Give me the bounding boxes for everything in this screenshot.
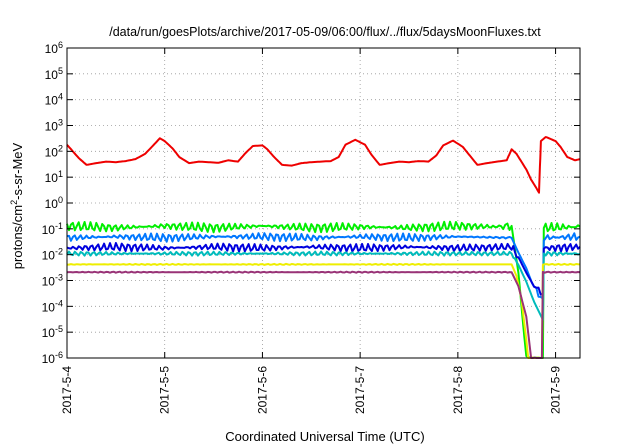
y-tick-exponent: 3	[58, 118, 63, 128]
grid	[67, 48, 580, 358]
y-tick-label: 102	[45, 143, 63, 159]
chart-title: /data/run/goesPlots/archive/2017-05-09/0…	[109, 25, 541, 39]
y-tick-exponent: -2	[55, 247, 63, 257]
y-tick-label: 10-3	[42, 273, 63, 289]
y-label-prefix: protons/cm	[10, 205, 25, 269]
y-tick-base: 10	[42, 300, 56, 314]
series-line-0	[66, 136, 581, 194]
y-tick-label: 10-2	[42, 247, 63, 263]
y-label-sup: 2	[9, 200, 19, 205]
y-tick-label: 10-5	[42, 324, 63, 340]
y-tick-exponent: 2	[58, 143, 63, 153]
y-tick-base: 10	[45, 68, 59, 82]
x-tick-label: 2017-5-4	[60, 366, 74, 414]
series-line-3	[66, 242, 581, 296]
y-tick-base: 10	[45, 145, 59, 159]
y-tick-label: 10-1	[42, 221, 63, 237]
y-tick-base: 10	[42, 249, 56, 263]
series-line-4	[66, 250, 581, 321]
y-tick-base: 10	[42, 223, 56, 237]
y-tick-base: 10	[45, 120, 59, 134]
x-tick-label: 2017-5-9	[549, 366, 563, 414]
y-tick-exponent: 5	[58, 66, 63, 76]
y-tick-base: 10	[42, 275, 56, 289]
y-axis: 10-610-510-410-310-210-11001011021031041…	[42, 40, 580, 366]
y-tick-exponent: 6	[58, 40, 63, 50]
y-tick-label: 10-4	[42, 298, 63, 314]
x-tick-label: 2017-5-8	[451, 366, 465, 414]
y-tick-base: 10	[45, 42, 59, 56]
y-tick-label: 100	[45, 195, 63, 211]
y-tick-label: 10-6	[42, 350, 63, 366]
y-tick-base: 10	[42, 352, 56, 366]
y-tick-base: 10	[45, 94, 59, 108]
series-line-2	[66, 232, 581, 300]
y-axis-label: protons/cm2-s-sr-MeV	[9, 142, 25, 269]
series-line-5	[67, 262, 581, 359]
y-tick-base: 10	[45, 197, 59, 211]
y-label-suffix: -s-sr-MeV	[10, 142, 25, 199]
x-tick-label: 2017-5-5	[158, 366, 172, 414]
x-axis: 2017-5-4 2017-5-5 2017-5-6 2017-5-7 2017-5-8…	[60, 48, 563, 414]
y-tick-label: 104	[45, 92, 63, 108]
series-line-1	[66, 220, 581, 359]
y-tick-label: 101	[45, 169, 63, 185]
y-tick-base: 10	[45, 171, 59, 185]
series-group	[66, 136, 581, 359]
x-tick-label: 2017-5-6	[255, 366, 269, 414]
y-tick-exponent: -5	[55, 324, 63, 334]
y-tick-base: 10	[42, 326, 56, 340]
y-tick-label: 103	[45, 118, 63, 134]
y-tick-exponent: -4	[55, 298, 63, 308]
y-tick-label: 105	[45, 66, 63, 82]
x-axis-label: Coordinated Universal Time (UTC)	[225, 429, 424, 444]
series-line-6	[66, 270, 581, 359]
y-tick-exponent: -1	[55, 221, 63, 231]
y-tick-exponent: -6	[55, 350, 63, 360]
y-tick-exponent: 0	[58, 195, 63, 205]
y-tick-label: 106	[45, 40, 63, 56]
y-tick-exponent: -3	[55, 273, 63, 283]
x-tick-label: 2017-5-7	[353, 366, 367, 414]
y-tick-exponent: 4	[58, 92, 63, 102]
y-tick-exponent: 1	[58, 169, 63, 179]
